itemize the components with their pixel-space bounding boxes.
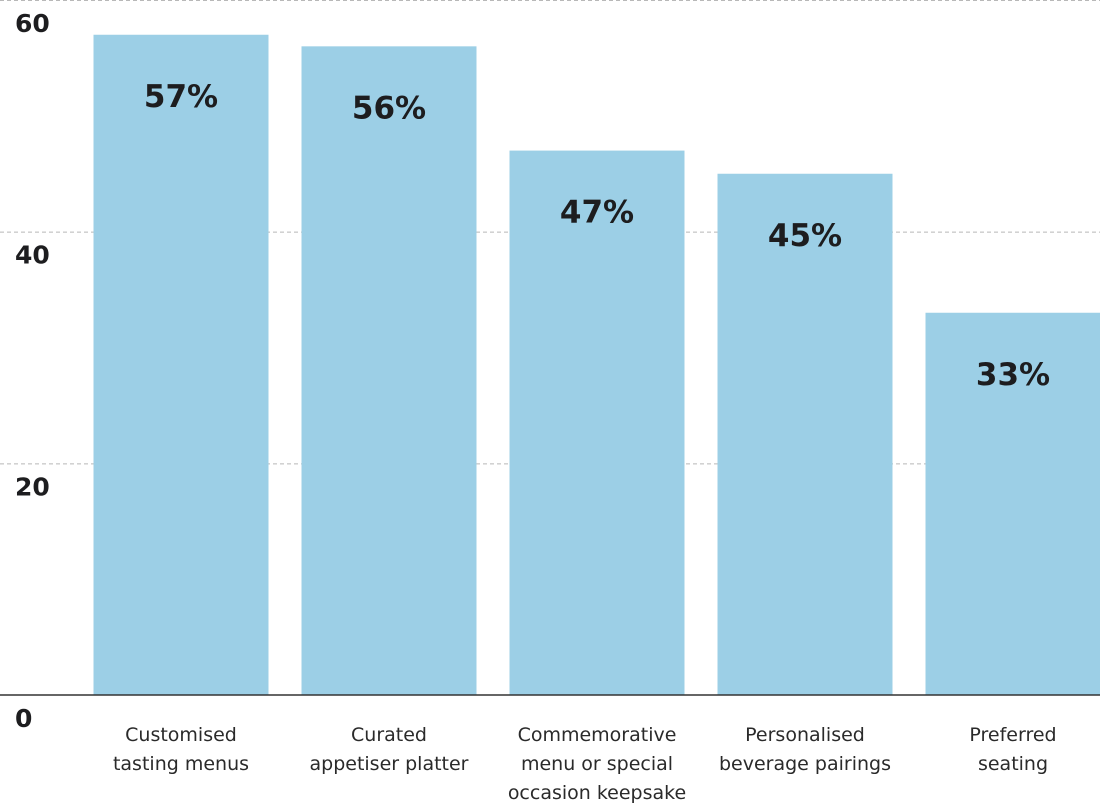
x-tick-label: Preferred seating	[969, 724, 1056, 775]
value-label: 47%	[560, 195, 634, 231]
y-tick-label: 40	[15, 241, 50, 270]
bar	[925, 312, 1100, 695]
bar	[93, 34, 269, 695]
x-tick-label: Customised tasting menus	[113, 724, 249, 775]
bar	[509, 150, 685, 696]
y-tick-label: 0	[15, 704, 32, 733]
x-tick-label: Commemorative menu or special occasion kee…	[508, 724, 686, 803]
y-tick-label: 60	[15, 9, 50, 38]
y-tick-label: 20	[15, 472, 50, 501]
value-label: 45%	[768, 218, 842, 254]
value-label: 57%	[144, 79, 218, 115]
value-label: 56%	[352, 90, 426, 126]
bar	[717, 173, 893, 695]
value-label: 33%	[976, 357, 1050, 393]
x-tick-label: Personalised beverage pairings	[719, 724, 891, 775]
x-tick-label: Curated appetiser platter	[309, 724, 468, 775]
bar	[301, 46, 477, 696]
